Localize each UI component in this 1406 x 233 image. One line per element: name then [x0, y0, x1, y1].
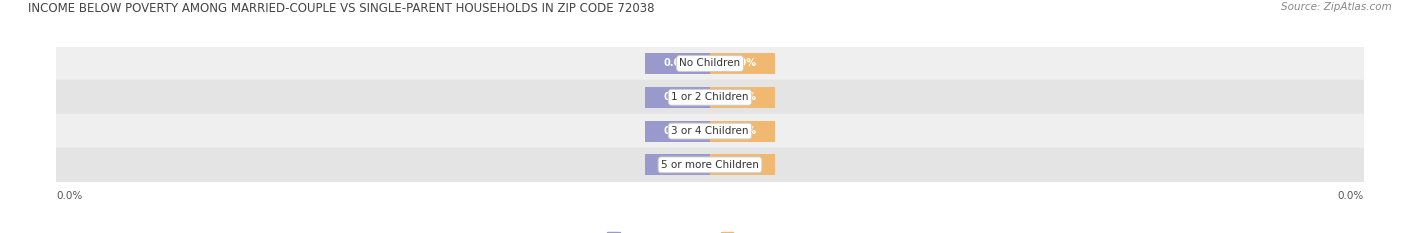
- Text: 5 or more Children: 5 or more Children: [661, 160, 759, 170]
- Bar: [56, 47, 1364, 80]
- Text: INCOME BELOW POVERTY AMONG MARRIED-COUPLE VS SINGLE-PARENT HOUSEHOLDS IN ZIP COD: INCOME BELOW POVERTY AMONG MARRIED-COUPL…: [28, 2, 655, 15]
- Text: 0.0%: 0.0%: [56, 191, 83, 201]
- Text: 0.0%: 0.0%: [730, 92, 756, 102]
- Bar: [56, 114, 1364, 148]
- Text: 0.0%: 0.0%: [664, 160, 690, 170]
- Text: 0.0%: 0.0%: [664, 58, 690, 69]
- Bar: [710, 87, 776, 108]
- Text: Source: ZipAtlas.com: Source: ZipAtlas.com: [1281, 2, 1392, 12]
- Text: 0.0%: 0.0%: [664, 126, 690, 136]
- Bar: [56, 80, 1364, 114]
- Text: 0.0%: 0.0%: [730, 126, 756, 136]
- Text: 0.0%: 0.0%: [730, 160, 756, 170]
- Legend: Married Couples, Single Parents: Married Couples, Single Parents: [603, 228, 817, 233]
- Bar: [645, 87, 710, 108]
- Bar: [710, 53, 776, 74]
- Bar: [710, 154, 776, 175]
- Bar: [56, 148, 1364, 182]
- Text: 0.0%: 0.0%: [730, 58, 756, 69]
- Text: 0.0%: 0.0%: [1337, 191, 1364, 201]
- Text: 3 or 4 Children: 3 or 4 Children: [671, 126, 749, 136]
- Bar: [710, 121, 776, 141]
- Bar: [645, 154, 710, 175]
- Text: 1 or 2 Children: 1 or 2 Children: [671, 92, 749, 102]
- Text: 0.0%: 0.0%: [664, 92, 690, 102]
- Bar: [645, 53, 710, 74]
- Text: No Children: No Children: [679, 58, 741, 69]
- Bar: [645, 121, 710, 141]
